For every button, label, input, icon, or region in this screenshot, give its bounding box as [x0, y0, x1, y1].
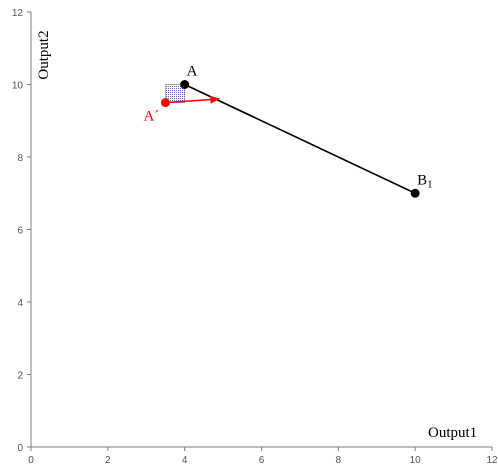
x-tick-label: 0 — [28, 455, 34, 466]
point-b1-label: B1 — [417, 172, 433, 190]
point-b1-label-main: B — [417, 172, 427, 188]
x-tick-label: 6 — [259, 455, 265, 466]
point-a-prime-label: A´ — [143, 109, 159, 125]
point-b1-label-subscript: 1 — [427, 178, 433, 190]
y-tick-label: 10 — [12, 81, 24, 92]
x-tick-label: 4 — [182, 455, 188, 466]
x-ticks: 0 2 4 6 8 10 12 — [28, 447, 498, 466]
x-tick-label: 12 — [486, 455, 498, 466]
point-a-prime — [160, 98, 170, 108]
y-tick-label: 6 — [17, 226, 23, 237]
x-tick-label: 10 — [410, 455, 422, 466]
y-tick-label: 4 — [17, 298, 23, 309]
x-tick-label: 2 — [105, 455, 111, 466]
x-tick-label: 8 — [336, 455, 342, 466]
x-axis-title: Output1 — [428, 425, 477, 441]
y-tick-label: 12 — [12, 8, 24, 19]
y-tick-label: 0 — [17, 443, 23, 454]
point-a-label: A — [187, 64, 198, 80]
y-axis-title: Output2 — [36, 30, 52, 79]
shift-arrow — [165, 95, 221, 104]
y-tick-label: 8 — [17, 153, 23, 164]
segment-a-b1 — [184, 83, 416, 194]
point-a — [180, 80, 190, 89]
point-b1 — [410, 188, 420, 198]
y-tick-label: 2 — [17, 371, 23, 382]
y-ticks: 0 2 4 6 8 10 12 — [12, 8, 31, 454]
